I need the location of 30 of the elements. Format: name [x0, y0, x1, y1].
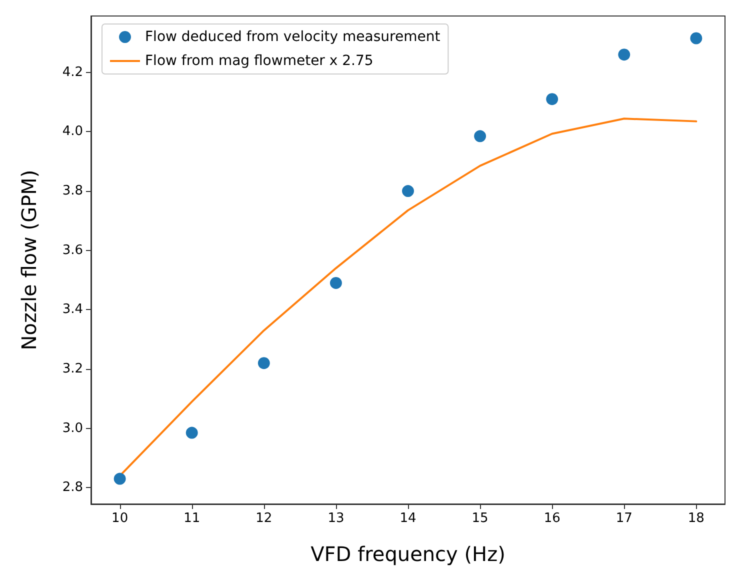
x-tick-label: 17 [616, 511, 632, 526]
x-tick-label: 14 [400, 511, 416, 526]
legend-label: Flow from mag flowmeter x 2.75 [145, 53, 374, 69]
x-axis-title: VFD frequency (Hz) [310, 542, 506, 566]
x-tick-label: 12 [256, 511, 272, 526]
point [474, 130, 486, 142]
point [402, 185, 414, 198]
x-tick-label: 13 [328, 511, 344, 526]
y-tick-label: 2.8 [62, 480, 83, 496]
point [258, 357, 270, 370]
point [114, 472, 126, 485]
x-tick-label: 16 [544, 511, 560, 526]
x-tick-label: 11 [184, 511, 200, 526]
legend-label: Flow deduced from velocity measurement [145, 29, 441, 45]
point [618, 48, 630, 61]
y-tick-label: 4.2 [62, 64, 83, 80]
y-axis-title: Nozzle flow (GPM) [17, 170, 41, 350]
y-tick-label: 3.4 [62, 302, 83, 318]
point [546, 93, 558, 106]
y-tick-label: 4.0 [62, 124, 83, 140]
point [330, 276, 342, 289]
point [186, 426, 198, 439]
x-tick-label: 18 [688, 511, 704, 526]
y-tick-label: 3.2 [62, 362, 83, 377]
y-tick-label: 3.0 [62, 420, 83, 436]
x-tick-label: 15 [472, 511, 488, 526]
y-tick-label: 3.8 [62, 184, 83, 199]
y-tick-label: 3.6 [62, 242, 83, 258]
x-tick-label: 10 [112, 511, 128, 526]
point [690, 32, 702, 44]
